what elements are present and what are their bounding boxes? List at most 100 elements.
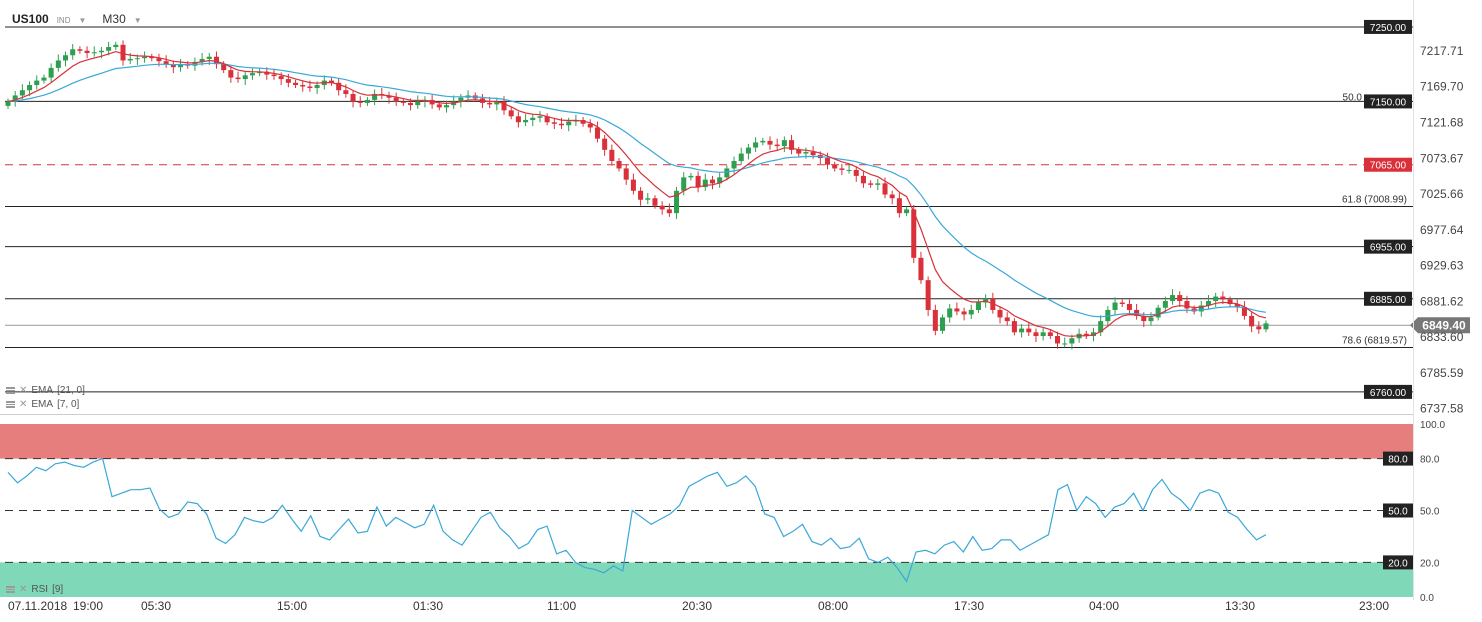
candle: [1026, 322, 1032, 337]
symbol-name[interactable]: US100: [12, 12, 49, 26]
candle: [77, 46, 83, 54]
candle-body: [638, 190, 644, 200]
candle-body: [774, 144, 780, 147]
candle: [300, 80, 306, 92]
candle: [939, 314, 946, 334]
candle: [1256, 321, 1262, 334]
candle-body: [415, 101, 421, 106]
candle: [48, 63, 54, 83]
candle-body: [300, 85, 306, 87]
candle-body: [1019, 328, 1025, 333]
time-tick-label: 23:00: [1359, 599, 1389, 613]
candle: [372, 89, 378, 106]
candle-body: [968, 309, 974, 315]
pane-separator: [0, 414, 1413, 415]
price-tick-label: 6833.60: [1420, 330, 1464, 344]
candle-body: [242, 75, 248, 80]
candle-body: [170, 64, 176, 68]
candle: [587, 119, 593, 133]
candles[interactable]: [5, 40, 1269, 350]
time-tick-label: 05:30: [141, 599, 171, 613]
candle: [1040, 327, 1046, 341]
candle-body: [796, 149, 802, 154]
candle-body: [911, 209, 917, 258]
candle-body: [853, 169, 859, 176]
candle: [120, 40, 126, 66]
timeframe-selector[interactable]: M30: [102, 12, 126, 26]
candle-body: [34, 80, 40, 86]
time-tick-label: 17:30: [954, 599, 984, 613]
candle-body: [1256, 326, 1262, 330]
candle-body: [1227, 299, 1233, 305]
menu-icon[interactable]: [6, 387, 15, 394]
candle-body: [1055, 336, 1061, 344]
rsi-tick-label: 0.0: [1420, 593, 1434, 604]
candle-body: [163, 61, 169, 65]
candle-body: [594, 127, 600, 139]
symbol-dropdown-icon[interactable]: ▼: [78, 16, 87, 25]
candle-body: [810, 152, 816, 156]
candle-body: [1162, 301, 1168, 308]
ema-fast-legend[interactable]: ✕ EMA [7, 0]: [6, 399, 79, 410]
candle: [336, 78, 342, 96]
candle-body: [839, 168, 845, 170]
candle-body: [832, 164, 838, 169]
rsi-params: [9]: [52, 584, 64, 595]
rsi-oversold-zone: [0, 562, 1413, 597]
candle-body: [745, 147, 751, 154]
close-icon[interactable]: ✕: [19, 399, 28, 410]
level-tag: [1364, 239, 1412, 254]
candle: [357, 96, 363, 108]
candle-body: [5, 101, 11, 106]
price-tick-label: 7169.70: [1420, 80, 1464, 94]
candle-body: [293, 82, 299, 86]
candle: [400, 98, 406, 106]
timeframe-dropdown-icon[interactable]: ▼: [133, 16, 142, 25]
candle-body: [393, 97, 399, 102]
candle: [328, 77, 335, 86]
candle: [1155, 304, 1161, 321]
candle-body: [149, 56, 155, 59]
candle-body: [458, 97, 464, 102]
candle: [487, 96, 493, 109]
candle: [1263, 320, 1269, 333]
candle-body: [904, 209, 910, 214]
rsi-overbought-zone: [0, 424, 1413, 459]
candle: [623, 163, 629, 185]
price-tick-label: 6737.58: [1420, 402, 1464, 416]
candle-body: [860, 175, 866, 184]
candle: [918, 251, 924, 284]
candle: [947, 304, 953, 323]
candle: [1249, 312, 1255, 333]
candle: [1213, 292, 1219, 307]
menu-icon[interactable]: [6, 401, 15, 408]
candle: [1098, 315, 1104, 337]
market-type: IND: [56, 16, 71, 25]
price-axis-border: [1413, 0, 1414, 600]
candle: [774, 138, 780, 150]
rsi-line: [7, 457, 1267, 583]
candle-body: [77, 49, 83, 51]
level-tag: [1364, 291, 1412, 306]
candle-body: [1220, 296, 1226, 300]
candle-body: [501, 101, 507, 111]
candle-body: [70, 49, 76, 56]
menu-icon[interactable]: [6, 586, 15, 593]
candle-body: [400, 101, 406, 103]
candle-body: [508, 110, 514, 117]
candle: [1170, 289, 1176, 305]
candle-body: [1263, 323, 1269, 330]
close-icon[interactable]: ✕: [19, 584, 28, 595]
price-tick-label: 6929.63: [1420, 259, 1464, 273]
candle-body: [645, 198, 651, 200]
time-tick-label: 01:30: [413, 599, 443, 613]
candle-body: [889, 194, 895, 199]
close-icon[interactable]: ✕: [19, 385, 28, 396]
candle-body: [1011, 321, 1017, 333]
candle-body: [106, 47, 112, 51]
level-tag-text: 7250.00: [1370, 23, 1407, 34]
ema-slow-legend[interactable]: ✕ EMA [21, 0]: [6, 385, 85, 396]
ema-slow-params: [21, 0]: [57, 385, 85, 396]
rsi-legend[interactable]: ✕ RSI [9]: [6, 584, 63, 595]
